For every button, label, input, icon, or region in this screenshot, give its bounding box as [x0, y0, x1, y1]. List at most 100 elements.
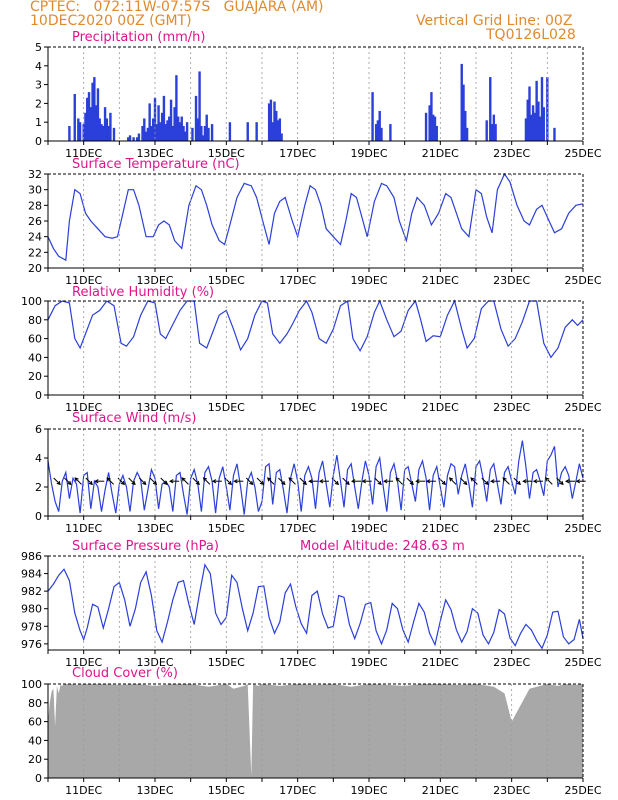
precipitation-bar — [465, 127, 469, 141]
humidity-ytick-label: 60 — [28, 333, 42, 346]
cloud-cover-xtick-label: 19DEC — [350, 784, 387, 797]
wind-arrow — [470, 477, 478, 485]
pressure-altitude-note: Model Altitude: 248.63 m — [300, 539, 465, 554]
wind-xtick-label: 11DEC — [65, 522, 102, 535]
precipitation-bar — [185, 122, 189, 141]
temperature-ytick-label: 22 — [28, 246, 42, 259]
wind-arrow — [425, 479, 436, 484]
precipitation-xtick-label: 19DEC — [350, 147, 387, 160]
precipitation-bar — [157, 105, 160, 141]
pressure-xtick-label: 19DEC — [350, 656, 387, 669]
wind-arrow — [415, 479, 426, 484]
title-humidity: Relative Humidity (%) — [72, 285, 215, 300]
temperature-xtick-label: 23DEC — [493, 274, 530, 287]
precipitation-bar — [275, 110, 278, 141]
wind-arrow — [532, 479, 543, 484]
wind-arrow — [149, 477, 158, 486]
precipitation-bar — [371, 92, 374, 141]
header-model-id: TQ0126L028 — [486, 27, 576, 43]
cloud-cover-ytick-label: 20 — [28, 753, 42, 766]
pressure-ytick-label: 986 — [21, 550, 42, 563]
precipitation-bar — [255, 122, 258, 141]
wind-arrow — [490, 479, 501, 484]
wind-arrow — [245, 477, 254, 486]
precipitation-bar — [180, 116, 183, 141]
wind-arrow — [94, 479, 105, 484]
precipitation-bar — [535, 80, 538, 141]
cloud-cover-xtick-label: 17DEC — [279, 784, 316, 797]
precipitation-bar — [155, 124, 158, 141]
wind-ytick-label: 0 — [35, 510, 42, 523]
precipitation-bar — [389, 124, 392, 141]
precipitation-bar — [278, 118, 282, 141]
wind-ytick-label: 6 — [35, 423, 42, 436]
precipitation-bar — [531, 105, 535, 141]
wind-arrow — [448, 477, 457, 485]
wind-arrow — [502, 477, 510, 485]
humidity-ytick-label: 100 — [21, 295, 42, 308]
precipitation-bar — [132, 137, 135, 141]
wind-arrow — [53, 477, 61, 486]
precipitation-bar — [540, 77, 544, 141]
wind-arrow — [266, 477, 275, 485]
precipitation-bar — [168, 116, 171, 141]
precipitation-bar — [191, 127, 194, 141]
precipitation-bar — [280, 133, 283, 141]
temperature-xtick-label: 13DEC — [136, 274, 173, 287]
precipitation-xtick-label: 13DEC — [136, 147, 173, 160]
wind-arrow — [556, 477, 564, 486]
precipitation-xtick-label: 15DEC — [208, 147, 245, 160]
precipitation-bar — [528, 86, 531, 141]
header-date: 10DEC2020 00Z (GMT) — [30, 13, 192, 29]
wind-arrow — [395, 477, 403, 485]
wind-arrow — [481, 477, 489, 486]
wind-xtick-label: 19DEC — [350, 522, 387, 535]
precipitation-bar — [269, 99, 273, 141]
wind-arrow — [406, 477, 414, 486]
precipitation-ytick-label: 0 — [35, 135, 42, 148]
precipitation-bar — [150, 125, 153, 141]
precipitation-bar — [485, 120, 488, 141]
precipitation-bar — [530, 114, 533, 141]
precipitation-bar — [169, 99, 173, 141]
cloud-cover-area — [48, 684, 583, 778]
wind-arrow — [211, 479, 222, 484]
precipitation-bar — [89, 107, 92, 141]
wind-arrow — [342, 477, 350, 486]
cloud-cover-xtick-label: 25DEC — [564, 784, 601, 797]
precipitation-bar — [78, 122, 82, 141]
wind-arrow — [233, 479, 244, 484]
precipitation-bar — [533, 112, 537, 141]
wind-arrow — [522, 479, 533, 484]
precipitation-bar — [492, 114, 496, 141]
wind-arrow — [138, 477, 147, 486]
precipitation-bar — [96, 88, 100, 141]
precipitation-bar — [378, 110, 381, 141]
title-pressure: Surface Pressure (hPa) — [72, 539, 219, 554]
temperature-ytick-label: 24 — [28, 231, 42, 244]
temperature-ytick-label: 26 — [28, 215, 42, 228]
wind-xtick-label: 21DEC — [422, 522, 459, 535]
precipitation-bar — [77, 118, 80, 141]
precipitation-bar — [210, 124, 214, 141]
precipitation-bar — [153, 97, 157, 141]
precipitation-bar — [542, 107, 545, 141]
precipitation-bar — [546, 77, 549, 141]
cloud-cover-ytick-label: 0 — [35, 772, 42, 785]
humidity-xtick-label: 25DEC — [564, 401, 601, 414]
precipitation-bar — [182, 125, 185, 141]
wind-line — [47, 440, 584, 515]
wind-arrow — [74, 477, 82, 485]
temperature-ytick-label: 20 — [28, 262, 42, 275]
temperature-ytick-label: 28 — [28, 199, 42, 212]
wind-arrow — [192, 477, 200, 486]
precipitation-bar — [141, 125, 144, 141]
cloud-cover-ytick-label: 100 — [21, 678, 42, 691]
precipitation-bar — [143, 118, 146, 141]
wind-arrow — [318, 479, 329, 484]
precipitation-bar — [184, 131, 187, 141]
precipitation-bar — [494, 124, 497, 141]
precipitation-ytick-label: 3 — [35, 79, 42, 92]
precipitation-bar — [91, 82, 94, 141]
precipitation-bar — [93, 77, 96, 141]
